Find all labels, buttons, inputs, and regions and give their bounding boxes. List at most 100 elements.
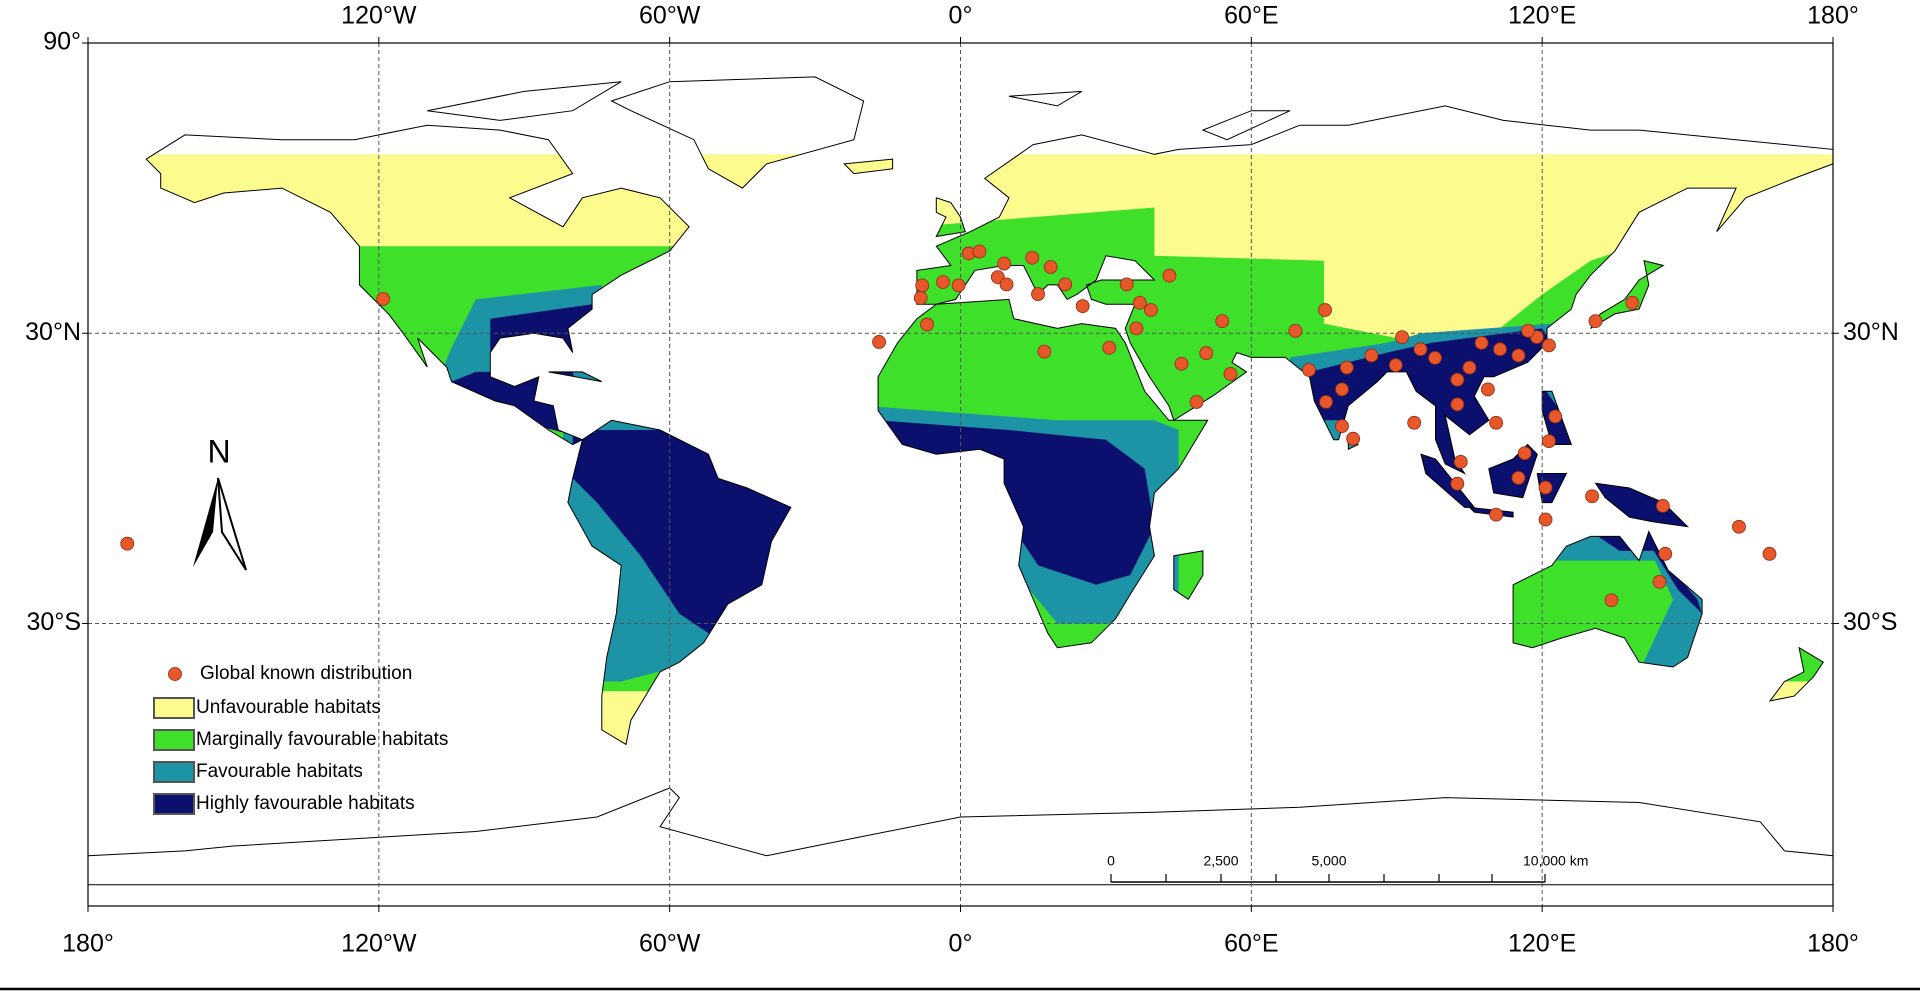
legend-swatch — [153, 697, 195, 719]
distribution-point — [1132, 295, 1147, 310]
x-tick-label: 180° — [1807, 2, 1859, 30]
distribution-point — [1288, 323, 1303, 338]
north-label: N — [207, 433, 230, 469]
distribution-point — [1335, 419, 1349, 434]
north-arrow-left — [193, 478, 218, 567]
coastline — [1173, 550, 1204, 601]
distribution-point — [1474, 336, 1489, 350]
distribution-point — [1542, 434, 1556, 449]
habitat-zone — [1299, 328, 1698, 537]
distribution-point — [1407, 415, 1422, 430]
distribution-point — [120, 536, 135, 551]
x-tick-label: 120°E — [1508, 930, 1576, 958]
distribution-point — [1189, 395, 1204, 409]
coastline — [1590, 260, 1665, 329]
scale-label: 10,000 km — [1523, 853, 1588, 869]
distribution-points — [120, 244, 1777, 608]
distribution-point — [1395, 330, 1409, 345]
distribution-point — [1652, 574, 1667, 589]
distribution-point — [1215, 314, 1230, 329]
distribution-point — [1517, 446, 1532, 461]
distribution-point — [1588, 314, 1603, 329]
coastline — [1008, 90, 1082, 107]
distribution-point — [1428, 351, 1442, 365]
distribution-point — [1223, 366, 1238, 381]
distribution-point — [872, 335, 886, 349]
coastline — [877, 298, 1209, 649]
x-tick-label: 0° — [949, 2, 973, 30]
distribution-point — [1489, 415, 1504, 430]
distribution-point — [972, 244, 987, 259]
x-tick-label: 120°W — [341, 930, 417, 958]
distribution-point — [951, 278, 966, 293]
distribution-point — [1538, 512, 1553, 527]
coastline — [935, 197, 966, 238]
distribution-point — [1364, 348, 1379, 363]
legend-label: Marginally favourable habitats — [196, 729, 448, 750]
distribution-point — [1538, 480, 1553, 495]
coastline — [1201, 110, 1291, 141]
coastline — [916, 105, 1834, 475]
distribution-point — [1450, 372, 1465, 387]
legend-swatch — [153, 729, 195, 751]
distribution-point — [376, 292, 391, 306]
legend-label: Global known distribution — [200, 663, 412, 684]
distribution-point — [1732, 519, 1746, 534]
coastline — [87, 787, 1834, 886]
coastline — [1536, 473, 1568, 504]
distribution-point — [1318, 303, 1332, 317]
coastline — [427, 81, 622, 121]
tick-labels: 180° 120°W 120°W 60°W 60°W 0° 0° 60°E 60°E 120°E 1… — [25, 2, 1899, 958]
y-tick-label: 30°N — [25, 318, 81, 346]
distribution-point — [1388, 358, 1403, 373]
coastline — [1594, 482, 1690, 528]
scale-bar: 0 2,500 5,000 10,000 km — [1107, 853, 1588, 883]
distribution-point — [920, 317, 934, 332]
distribution-point — [1119, 277, 1134, 292]
legend-label: Favourable habitats — [196, 761, 363, 782]
habitat-zone — [878, 420, 1155, 585]
distribution-point — [1302, 363, 1316, 377]
distribution-point — [1339, 360, 1354, 375]
coastline — [145, 124, 690, 446]
coastlines — [87, 76, 1834, 886]
north-arrow-right — [217, 477, 247, 571]
distribution-point — [997, 256, 1012, 271]
legend-swatch — [153, 761, 195, 783]
distribution-point — [1511, 348, 1526, 363]
distribution-point — [1762, 546, 1777, 561]
x-tick-label: 120°W — [341, 2, 417, 30]
graticule — [82, 37, 1839, 912]
distribution-point — [1655, 499, 1670, 513]
coastline — [548, 371, 603, 383]
coastline — [1488, 443, 1538, 499]
map-frame — [87, 42, 1834, 907]
habitat-zone — [451, 371, 593, 440]
distribution-point — [1413, 342, 1428, 357]
distribution-point — [1450, 476, 1465, 491]
distribution-point — [1453, 455, 1468, 469]
coastline — [843, 158, 894, 175]
y-tick-label: 30°S — [1843, 608, 1897, 636]
distribution-point — [1625, 295, 1640, 310]
distribution-point — [1335, 382, 1349, 397]
distribution-point — [1144, 303, 1158, 317]
y-tick-label: 30°N — [1843, 318, 1899, 346]
distribution-point — [1037, 344, 1052, 359]
legend-label: Unfavourable habitats — [196, 697, 381, 718]
distribution-point — [1025, 250, 1040, 265]
coastline — [1512, 530, 1703, 668]
distribution-point — [1462, 360, 1477, 375]
distribution-point — [1658, 546, 1673, 561]
distribution-point — [1542, 338, 1556, 353]
distribution-point — [1604, 593, 1619, 608]
distribution-point — [1102, 340, 1117, 355]
distribution-point — [1319, 395, 1333, 409]
y-tick-label: 30°S — [27, 608, 81, 636]
coastline — [610, 76, 865, 189]
distribution-point — [1489, 507, 1504, 522]
distribution-point — [1043, 260, 1058, 274]
x-tick-label: 60°E — [1224, 930, 1278, 958]
x-tick-label: 180° — [1807, 930, 1859, 958]
x-tick-label: 60°E — [1224, 2, 1278, 30]
